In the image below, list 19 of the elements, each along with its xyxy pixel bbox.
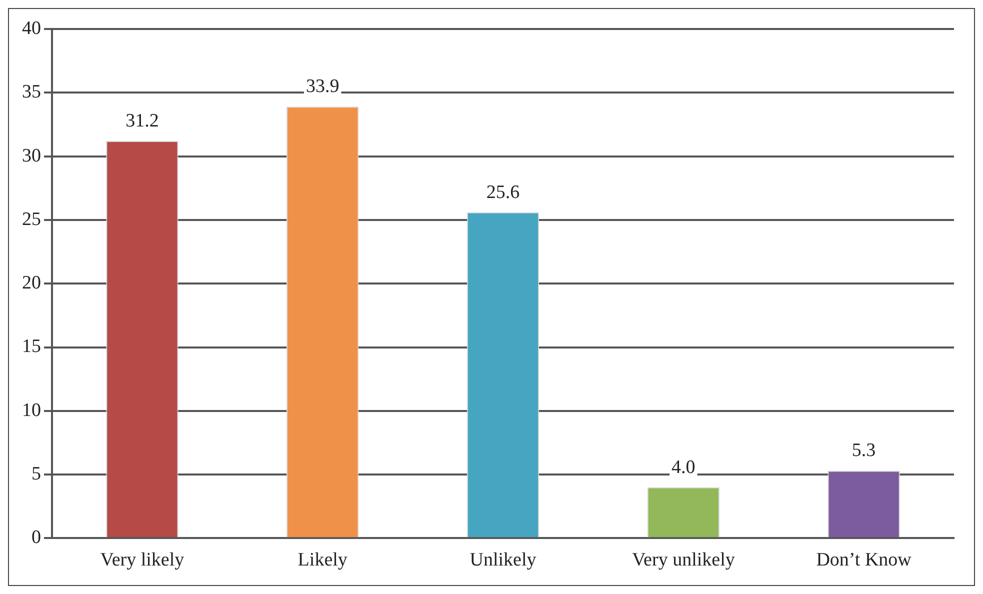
x-tick-label: Very likely (100, 550, 185, 571)
data-label: 33.9 (306, 76, 340, 98)
y-tick-label: 20 (22, 272, 41, 294)
x-tick-label: Likely (298, 550, 348, 571)
x-tick-label: Don’t Know (816, 550, 912, 571)
y-tick-label: 25 (22, 208, 41, 230)
data-label: 31.2 (126, 110, 159, 132)
y-tick-label: 10 (22, 400, 41, 421)
y-tick-label: 0 (32, 527, 41, 548)
data-label: 25.6 (486, 182, 520, 203)
y-tick-label: 15 (22, 336, 41, 358)
x-tick-label: Very unlikely (632, 550, 736, 571)
y-tick-label: 35 (22, 82, 41, 103)
x-tick-label: Unlikely (470, 550, 537, 571)
y-tick-label: 5 (32, 464, 41, 485)
y-tick-label: 40 (22, 18, 41, 39)
data-label: 5.3 (852, 440, 876, 462)
y-tick-label: 30 (22, 145, 41, 166)
data-label: 4.0 (672, 456, 696, 478)
